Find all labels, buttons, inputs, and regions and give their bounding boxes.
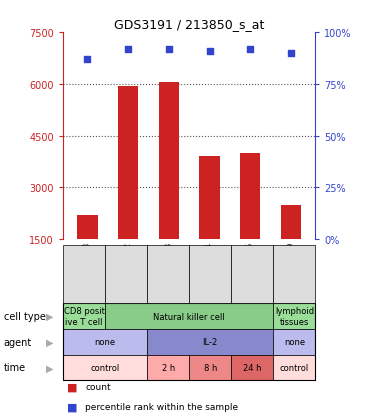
Text: none: none xyxy=(95,337,116,347)
Text: cell type: cell type xyxy=(4,311,46,321)
Text: 24 h: 24 h xyxy=(243,363,262,372)
Text: ▶: ▶ xyxy=(46,337,54,347)
Text: agent: agent xyxy=(4,337,32,347)
Bar xyxy=(199,157,220,240)
Title: GDS3191 / 213850_s_at: GDS3191 / 213850_s_at xyxy=(114,17,265,31)
Text: ▶: ▶ xyxy=(46,363,54,373)
Point xyxy=(207,48,213,55)
Bar xyxy=(159,83,179,240)
Text: 8 h: 8 h xyxy=(204,363,217,372)
Bar xyxy=(281,205,301,240)
Text: Natural killer cell: Natural killer cell xyxy=(153,312,225,321)
Text: ■: ■ xyxy=(67,401,77,411)
Text: IL-2: IL-2 xyxy=(203,337,218,347)
Bar xyxy=(240,154,260,240)
Point xyxy=(125,46,131,53)
Text: CD8 posit
ive T cell: CD8 posit ive T cell xyxy=(64,307,105,326)
Text: ▶: ▶ xyxy=(46,311,54,321)
Text: 2 h: 2 h xyxy=(161,363,175,372)
Point xyxy=(247,46,253,53)
Point xyxy=(288,50,294,57)
Text: count: count xyxy=(85,382,111,391)
Text: percentile rank within the sample: percentile rank within the sample xyxy=(85,402,239,411)
Text: none: none xyxy=(284,337,305,347)
Text: control: control xyxy=(280,363,309,372)
Text: time: time xyxy=(4,363,26,373)
Text: ■: ■ xyxy=(67,382,77,392)
Bar xyxy=(77,216,98,240)
Point xyxy=(85,57,91,63)
Text: lymphoid
tissues: lymphoid tissues xyxy=(275,307,314,326)
Point xyxy=(166,46,172,53)
Bar xyxy=(118,86,138,240)
Text: control: control xyxy=(91,363,120,372)
